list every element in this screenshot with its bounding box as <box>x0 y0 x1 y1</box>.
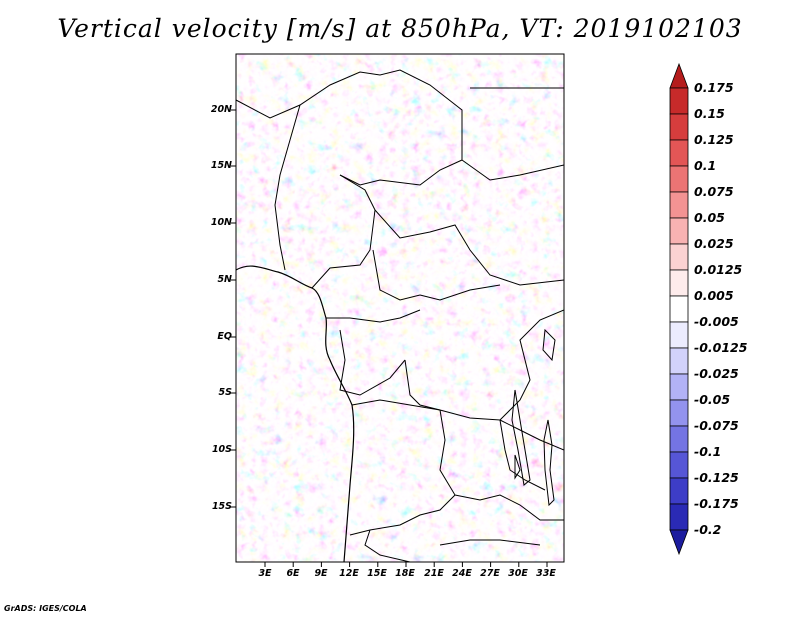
lon-label-21e: 21E <box>424 568 444 579</box>
colorbar-label-4: 0.075 <box>694 184 734 199</box>
colorbar-label-0: 0.175 <box>694 80 734 95</box>
lon-label-9e: 9E <box>314 568 328 579</box>
colorbar-swatch-12 <box>669 373 689 401</box>
colorbar-swatch-0 <box>669 62 689 89</box>
colorbar-swatch-11 <box>669 347 689 375</box>
lat-label-10n: 10N <box>210 217 232 228</box>
lon-label-15e: 15E <box>367 568 387 579</box>
latitude-ticks <box>231 109 236 508</box>
longitude-ticks <box>264 562 548 567</box>
lat-label-15s: 15S <box>211 501 232 512</box>
grads-credit: GrADS: IGES/COLA <box>4 604 87 613</box>
colorbar-swatch-13 <box>669 399 689 427</box>
colorbar-label-5: 0.05 <box>694 210 725 225</box>
lon-label-30e: 30E <box>508 568 528 579</box>
colorbar-label-14: -0.1 <box>694 444 722 459</box>
colorbar-swatch-8 <box>669 269 689 297</box>
colorbar-swatch-4 <box>669 165 689 193</box>
lat-label-20n: 20N <box>210 104 232 115</box>
lon-label-33e: 33E <box>536 568 556 579</box>
colorbar-swatch-17 <box>669 503 689 531</box>
colorbar-label-6: 0.025 <box>694 236 734 251</box>
colorbar-label-12: -0.05 <box>694 392 731 407</box>
colorbar <box>669 62 689 556</box>
lat-label-eq: EQ <box>217 331 232 342</box>
colorbar-swatch-9 <box>669 295 689 323</box>
colorbar-swatch-5 <box>669 191 689 219</box>
vertical-velocity-field <box>236 54 564 562</box>
colorbar-swatch-1 <box>669 87 689 115</box>
colorbar-swatch-18 <box>669 529 689 556</box>
colorbar-swatch-15 <box>669 451 689 479</box>
colorbar-label-9: -0.005 <box>694 314 739 329</box>
colorbar-swatch-16 <box>669 477 689 505</box>
colorbar-label-10: -0.0125 <box>694 340 748 355</box>
lat-label-5n: 5N <box>217 274 232 285</box>
colorbar-label-7: 0.0125 <box>694 262 743 277</box>
lat-label-10s: 10S <box>211 444 232 455</box>
colorbar-swatch-7 <box>669 243 689 271</box>
lon-label-3e: 3E <box>258 568 272 579</box>
colorbar-swatch-3 <box>669 139 689 167</box>
colorbar-label-17: -0.2 <box>694 522 722 537</box>
colorbar-swatch-14 <box>669 425 689 453</box>
colorbar-label-8: 0.005 <box>694 288 734 303</box>
lon-label-12e: 12E <box>339 568 359 579</box>
lon-label-18e: 18E <box>395 568 415 579</box>
colorbar-label-16: -0.175 <box>694 496 739 511</box>
colorbar-swatch-10 <box>669 321 689 349</box>
colorbar-label-3: 0.1 <box>694 158 717 173</box>
colorbar-label-15: -0.125 <box>694 470 739 485</box>
lon-label-6e: 6E <box>286 568 300 579</box>
map-title: Vertical velocity [m/s] at 850hPa, VT: 2… <box>57 14 743 43</box>
colorbar-label-2: 0.125 <box>694 132 734 147</box>
colorbar-swatch-2 <box>669 113 689 141</box>
colorbar-label-13: -0.075 <box>694 418 739 433</box>
lon-label-24e: 24E <box>452 568 472 579</box>
lon-label-27e: 27E <box>480 568 500 579</box>
colorbar-label-11: -0.025 <box>694 366 739 381</box>
country-borders <box>236 69 564 562</box>
lat-label-5s: 5S <box>218 387 232 398</box>
colorbar-swatch-6 <box>669 217 689 245</box>
colorbar-label-1: 0.15 <box>694 106 725 121</box>
map-frame <box>235 53 565 563</box>
lat-label-15n: 15N <box>210 160 232 171</box>
